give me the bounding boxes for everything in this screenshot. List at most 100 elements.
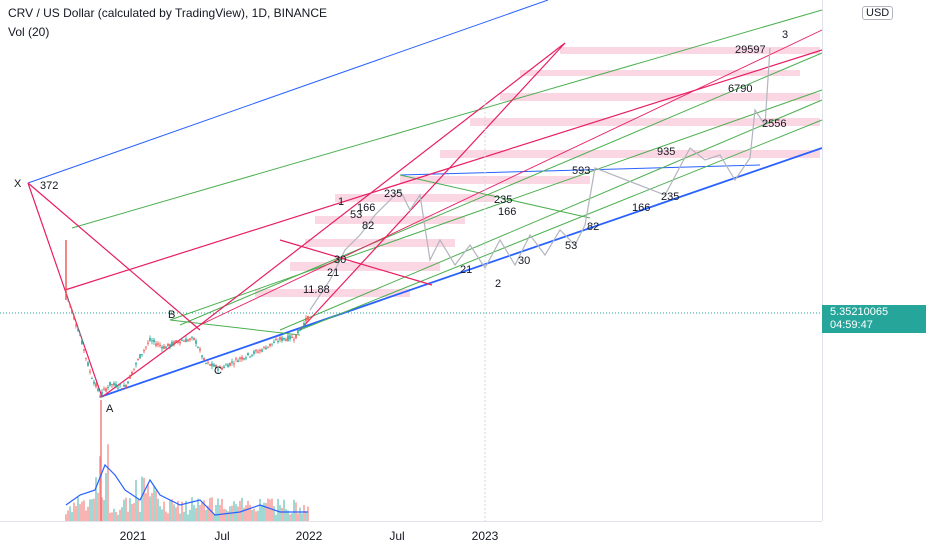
candle-body xyxy=(199,348,201,351)
candle-body xyxy=(257,351,259,353)
projection-value-label: 166 xyxy=(357,202,375,214)
candle-body xyxy=(179,341,181,344)
bar-countdown: 04:59:47 xyxy=(830,319,873,331)
candle-body xyxy=(269,343,271,346)
volume-bar xyxy=(259,498,261,521)
volume-bar xyxy=(83,500,85,521)
currency-label[interactable]: USD xyxy=(862,6,894,20)
candle-body xyxy=(143,350,145,352)
wave-label-c: C xyxy=(214,365,222,377)
price-axis[interactable] xyxy=(822,0,932,521)
candle-body xyxy=(137,359,139,361)
wave-label-x: X xyxy=(14,178,22,190)
candle-body xyxy=(191,337,193,339)
candle-body xyxy=(189,338,191,340)
volume-bar xyxy=(147,483,149,521)
candle-body xyxy=(239,357,241,359)
volume-bar xyxy=(277,498,279,521)
volume-bar xyxy=(253,508,255,521)
projection-value-label: 53 xyxy=(350,209,362,221)
projection-value-label: 53 xyxy=(565,240,577,252)
volume-bar xyxy=(273,506,275,521)
trend-line xyxy=(399,174,591,219)
volume-bar xyxy=(239,500,241,521)
candle-body xyxy=(139,354,141,359)
volume-bar xyxy=(233,501,235,521)
projection-value-label: 166 xyxy=(632,202,650,214)
candle-body xyxy=(113,382,115,386)
candle-body xyxy=(287,335,289,341)
time-axis-tick: 2021 xyxy=(120,529,147,543)
candle-body xyxy=(297,329,299,334)
candle-body xyxy=(169,344,171,347)
volume-bar xyxy=(197,498,199,521)
candle-body xyxy=(121,388,123,390)
projection-value-label: 235 xyxy=(384,188,402,200)
candle-body xyxy=(159,345,161,347)
volume-bar xyxy=(223,508,225,521)
candle-body xyxy=(281,337,283,341)
candle-body xyxy=(193,337,195,340)
volume-bar xyxy=(169,499,171,521)
candle-body xyxy=(225,364,227,366)
trend-line xyxy=(199,29,823,326)
projection-value-label: 166 xyxy=(498,206,516,218)
projection-value-label: 30 xyxy=(518,255,530,267)
trend-line xyxy=(279,99,823,331)
candle-body xyxy=(209,364,211,366)
volume-bar xyxy=(263,502,265,521)
volume-indicator-label[interactable]: Vol (20) xyxy=(8,25,50,39)
volume-bar xyxy=(139,511,141,521)
volume-bar xyxy=(207,505,209,521)
candle-body xyxy=(91,378,93,380)
candle-body xyxy=(263,346,265,348)
projection-value-label: 21 xyxy=(460,264,472,276)
candle-body xyxy=(303,322,305,326)
projection-zone xyxy=(520,70,800,76)
volume-bar xyxy=(135,479,137,521)
candle-body xyxy=(229,362,231,366)
time-axis-tick: Jul xyxy=(389,529,404,543)
trend-line xyxy=(27,182,201,331)
candle-body xyxy=(71,309,73,314)
candle-body xyxy=(165,346,167,349)
trend-line xyxy=(199,42,566,326)
volume-bar xyxy=(91,499,93,521)
volume-bar xyxy=(75,506,77,521)
volume-bar xyxy=(283,499,285,521)
volume-bar xyxy=(161,509,163,521)
candle-body xyxy=(111,384,113,386)
projection-zone xyxy=(500,93,820,101)
volume-bar xyxy=(113,508,115,521)
candle-body xyxy=(127,381,129,384)
volume-bar xyxy=(95,477,97,521)
trend-line xyxy=(299,42,566,331)
candle-body xyxy=(171,341,173,346)
volume-bar xyxy=(299,507,301,521)
volume-bar xyxy=(275,514,277,521)
volume-bar xyxy=(143,477,145,521)
candle-body xyxy=(157,343,159,345)
volume-bar xyxy=(179,513,181,521)
candle-body xyxy=(97,388,99,391)
volume-bar xyxy=(195,508,197,521)
candle-body xyxy=(267,346,269,348)
candle-body xyxy=(181,340,183,342)
time-axis-line xyxy=(0,521,822,522)
symbol-title[interactable]: CRV / US Dollar (calculated by TradingVi… xyxy=(8,6,328,20)
candle-body xyxy=(145,346,147,348)
volume-bar xyxy=(171,499,173,521)
candle-body xyxy=(105,388,107,392)
candle-body xyxy=(133,368,135,370)
volume-bar xyxy=(189,509,191,521)
trend-line xyxy=(399,164,761,176)
candle-body xyxy=(207,362,209,364)
candle-body xyxy=(141,354,143,356)
candle-body xyxy=(203,358,205,361)
projection-zone xyxy=(440,150,820,158)
candle-body xyxy=(95,383,97,387)
volume-bar xyxy=(265,503,267,521)
volume-bar xyxy=(145,493,147,521)
current-price-label: 5.35210065 04:59:47 xyxy=(822,305,926,333)
